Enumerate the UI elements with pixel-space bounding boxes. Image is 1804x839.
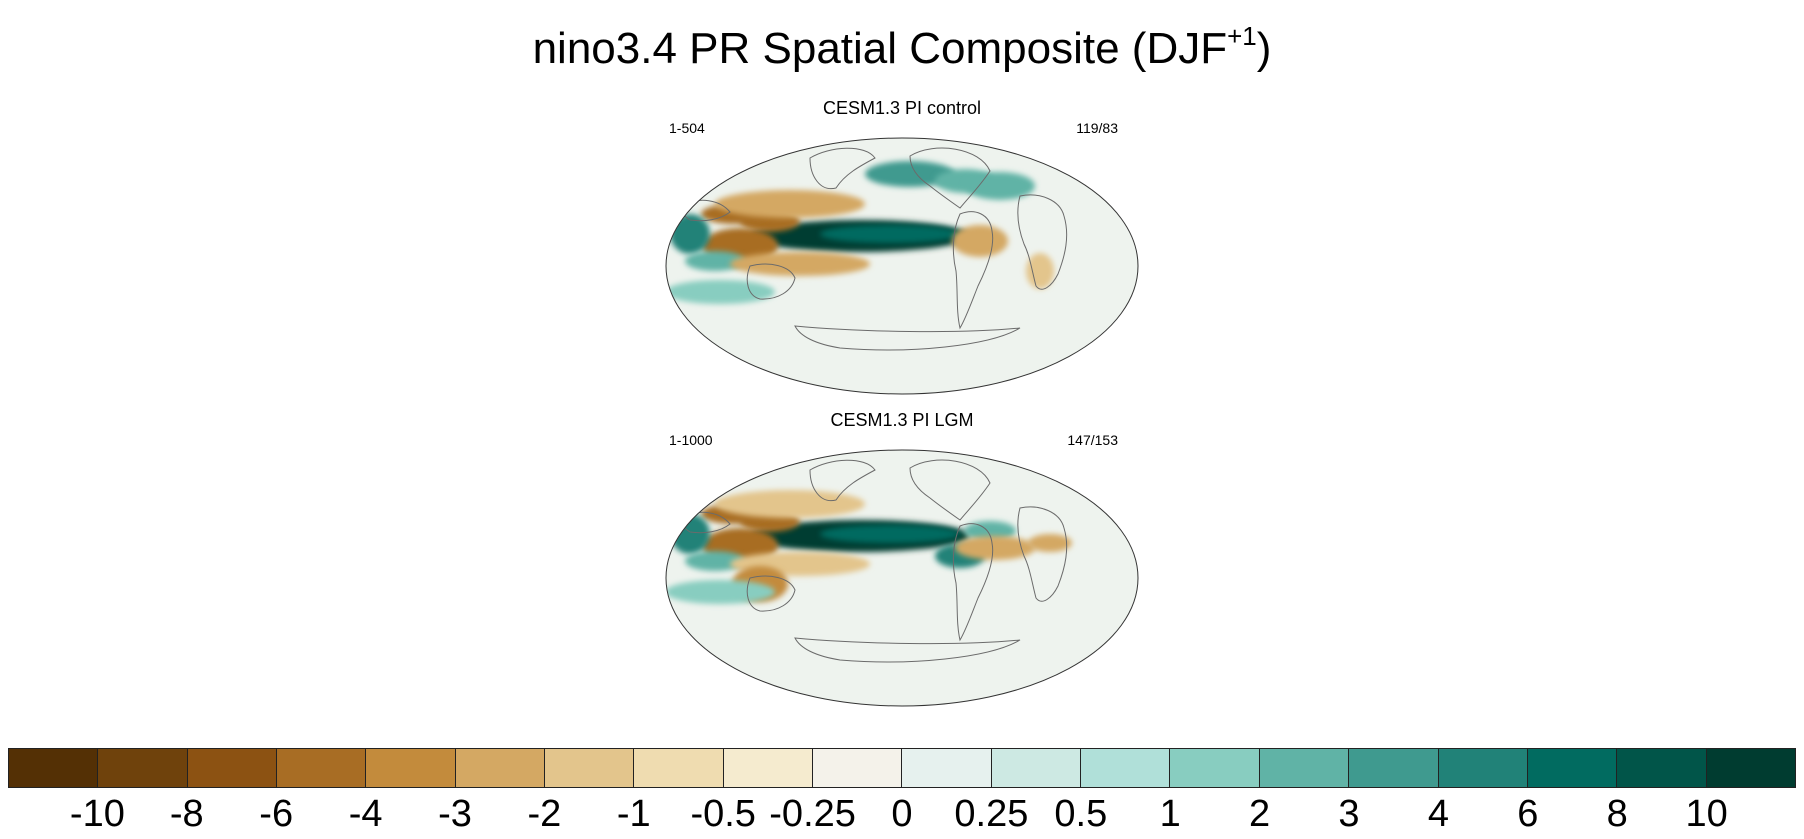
precip-anomaly <box>865 161 955 187</box>
colorbar-tick-label: -1 <box>616 793 651 835</box>
colorbar <box>8 748 1796 788</box>
precip-anomaly <box>730 252 870 276</box>
panel-left-label: 1-504 <box>669 120 705 136</box>
panel-pi-control: CESM1.3 PI control 1-504 119/83 <box>660 96 1144 396</box>
colorbar-box-0 <box>9 749 99 787</box>
precip-anomaly <box>820 525 960 543</box>
coastline <box>909 459 991 521</box>
colorbar-box-19 <box>1706 749 1795 787</box>
colorbar-box-7 <box>634 749 724 787</box>
map-pi-lgm <box>665 449 1139 707</box>
colorbar-box-11 <box>991 749 1082 787</box>
colorbar-box-9 <box>813 749 903 787</box>
colorbar-tick-label: 6 <box>1517 793 1539 835</box>
precip-anomaly <box>955 536 1035 560</box>
colorbar-box-4 <box>366 749 456 787</box>
coastline <box>809 147 876 190</box>
map-pi-control <box>665 137 1139 395</box>
title-superscript: +1 <box>1227 21 1257 51</box>
colorbar-box-13 <box>1170 749 1260 787</box>
colorbar-box-15 <box>1349 749 1439 787</box>
colorbar-box-17 <box>1527 749 1618 787</box>
colorbar-tick-label: 10 <box>1685 793 1728 835</box>
panel-title: CESM1.3 PI LGM <box>830 410 974 430</box>
coastline <box>1017 506 1068 602</box>
precip-anomaly <box>670 514 710 554</box>
precip-anomaly <box>666 280 775 304</box>
colorbar-tick-label: -6 <box>259 793 294 835</box>
colorbar-box-3 <box>277 749 367 787</box>
map-frame <box>665 137 1139 395</box>
map-frame <box>665 449 1139 707</box>
panel-right-label: 119/83 <box>1076 120 1118 136</box>
precip-anomaly <box>666 580 775 604</box>
colorbar-tick-label: -0.5 <box>690 793 756 835</box>
colorbar-box-5 <box>455 749 546 787</box>
colorbar-tick-label: 1 <box>1159 793 1181 835</box>
precip-anomaly <box>964 521 1016 541</box>
colorbar-tick-label: -10 <box>69 793 125 835</box>
precip-anomaly <box>715 490 865 518</box>
colorbar-tick-label: 0.5 <box>1054 793 1108 835</box>
precip-anomaly <box>1026 253 1054 289</box>
panel-pi-lgm: CESM1.3 PI LGM 1-1000 147/153 <box>660 408 1144 708</box>
figure-title: nino3.4 PR Spatial Composite (DJF+1) <box>0 8 1804 77</box>
panel-left-label: 1-1000 <box>669 432 713 448</box>
colorbar-tick-label: -2 <box>527 793 562 835</box>
colorbar-tick-label: -4 <box>348 793 383 835</box>
colorbar-tick-label: -8 <box>169 793 204 835</box>
colorbar-tick-label: 0 <box>891 793 913 835</box>
title-close: ) <box>1256 24 1272 73</box>
precip-anomaly <box>685 551 745 571</box>
panel-right-label: 147/153 <box>1067 432 1118 448</box>
title-text: nino3.4 PR Spatial Composite (DJF <box>532 24 1228 73</box>
coastline <box>794 325 1021 351</box>
colorbar-tick-label: 2 <box>1249 793 1271 835</box>
precip-anomaly <box>1028 534 1072 552</box>
panel-title: CESM1.3 PI control <box>822 98 982 118</box>
precip-anomaly <box>820 225 960 243</box>
precip-anomaly <box>685 251 745 271</box>
colorbar-tick-label: 3 <box>1338 793 1360 835</box>
precip-anomaly <box>965 172 1035 200</box>
colorbar-tick-label: 8 <box>1606 793 1628 835</box>
colorbar-tick-label: 4 <box>1427 793 1449 835</box>
precip-anomaly <box>952 225 1008 257</box>
colorbar-box-12 <box>1081 749 1171 787</box>
colorbar-box-2 <box>187 749 278 787</box>
colorbar-tick-label: -3 <box>438 793 472 835</box>
colorbar-labels: -10 -8 -6 -4 -3 -2 -1 -0.5 -0.25 0 0.25 0.5 1 2 3 4 6 8 10 <box>8 792 1796 836</box>
coastline <box>1017 194 1068 290</box>
coastline <box>952 211 994 330</box>
colorbar-box-1 <box>98 749 188 787</box>
coastline <box>794 637 1021 663</box>
colorbar-box-14 <box>1259 749 1350 787</box>
colorbar-tick-label: -0.25 <box>769 793 856 835</box>
coastline <box>909 147 991 209</box>
coastline <box>746 263 796 300</box>
coastline <box>809 459 876 502</box>
colorbar-box-8 <box>723 749 814 787</box>
colorbar-box-18 <box>1617 749 1707 787</box>
coastline <box>746 575 796 612</box>
colorbar-box-10 <box>902 749 992 787</box>
colorbar-box-16 <box>1438 749 1528 787</box>
precip-anomaly <box>715 190 865 218</box>
colorbar-tick-label: 0.25 <box>954 793 1029 835</box>
coastline <box>952 523 994 642</box>
precip-anomaly <box>670 214 710 254</box>
colorbar-box-6 <box>545 749 635 787</box>
